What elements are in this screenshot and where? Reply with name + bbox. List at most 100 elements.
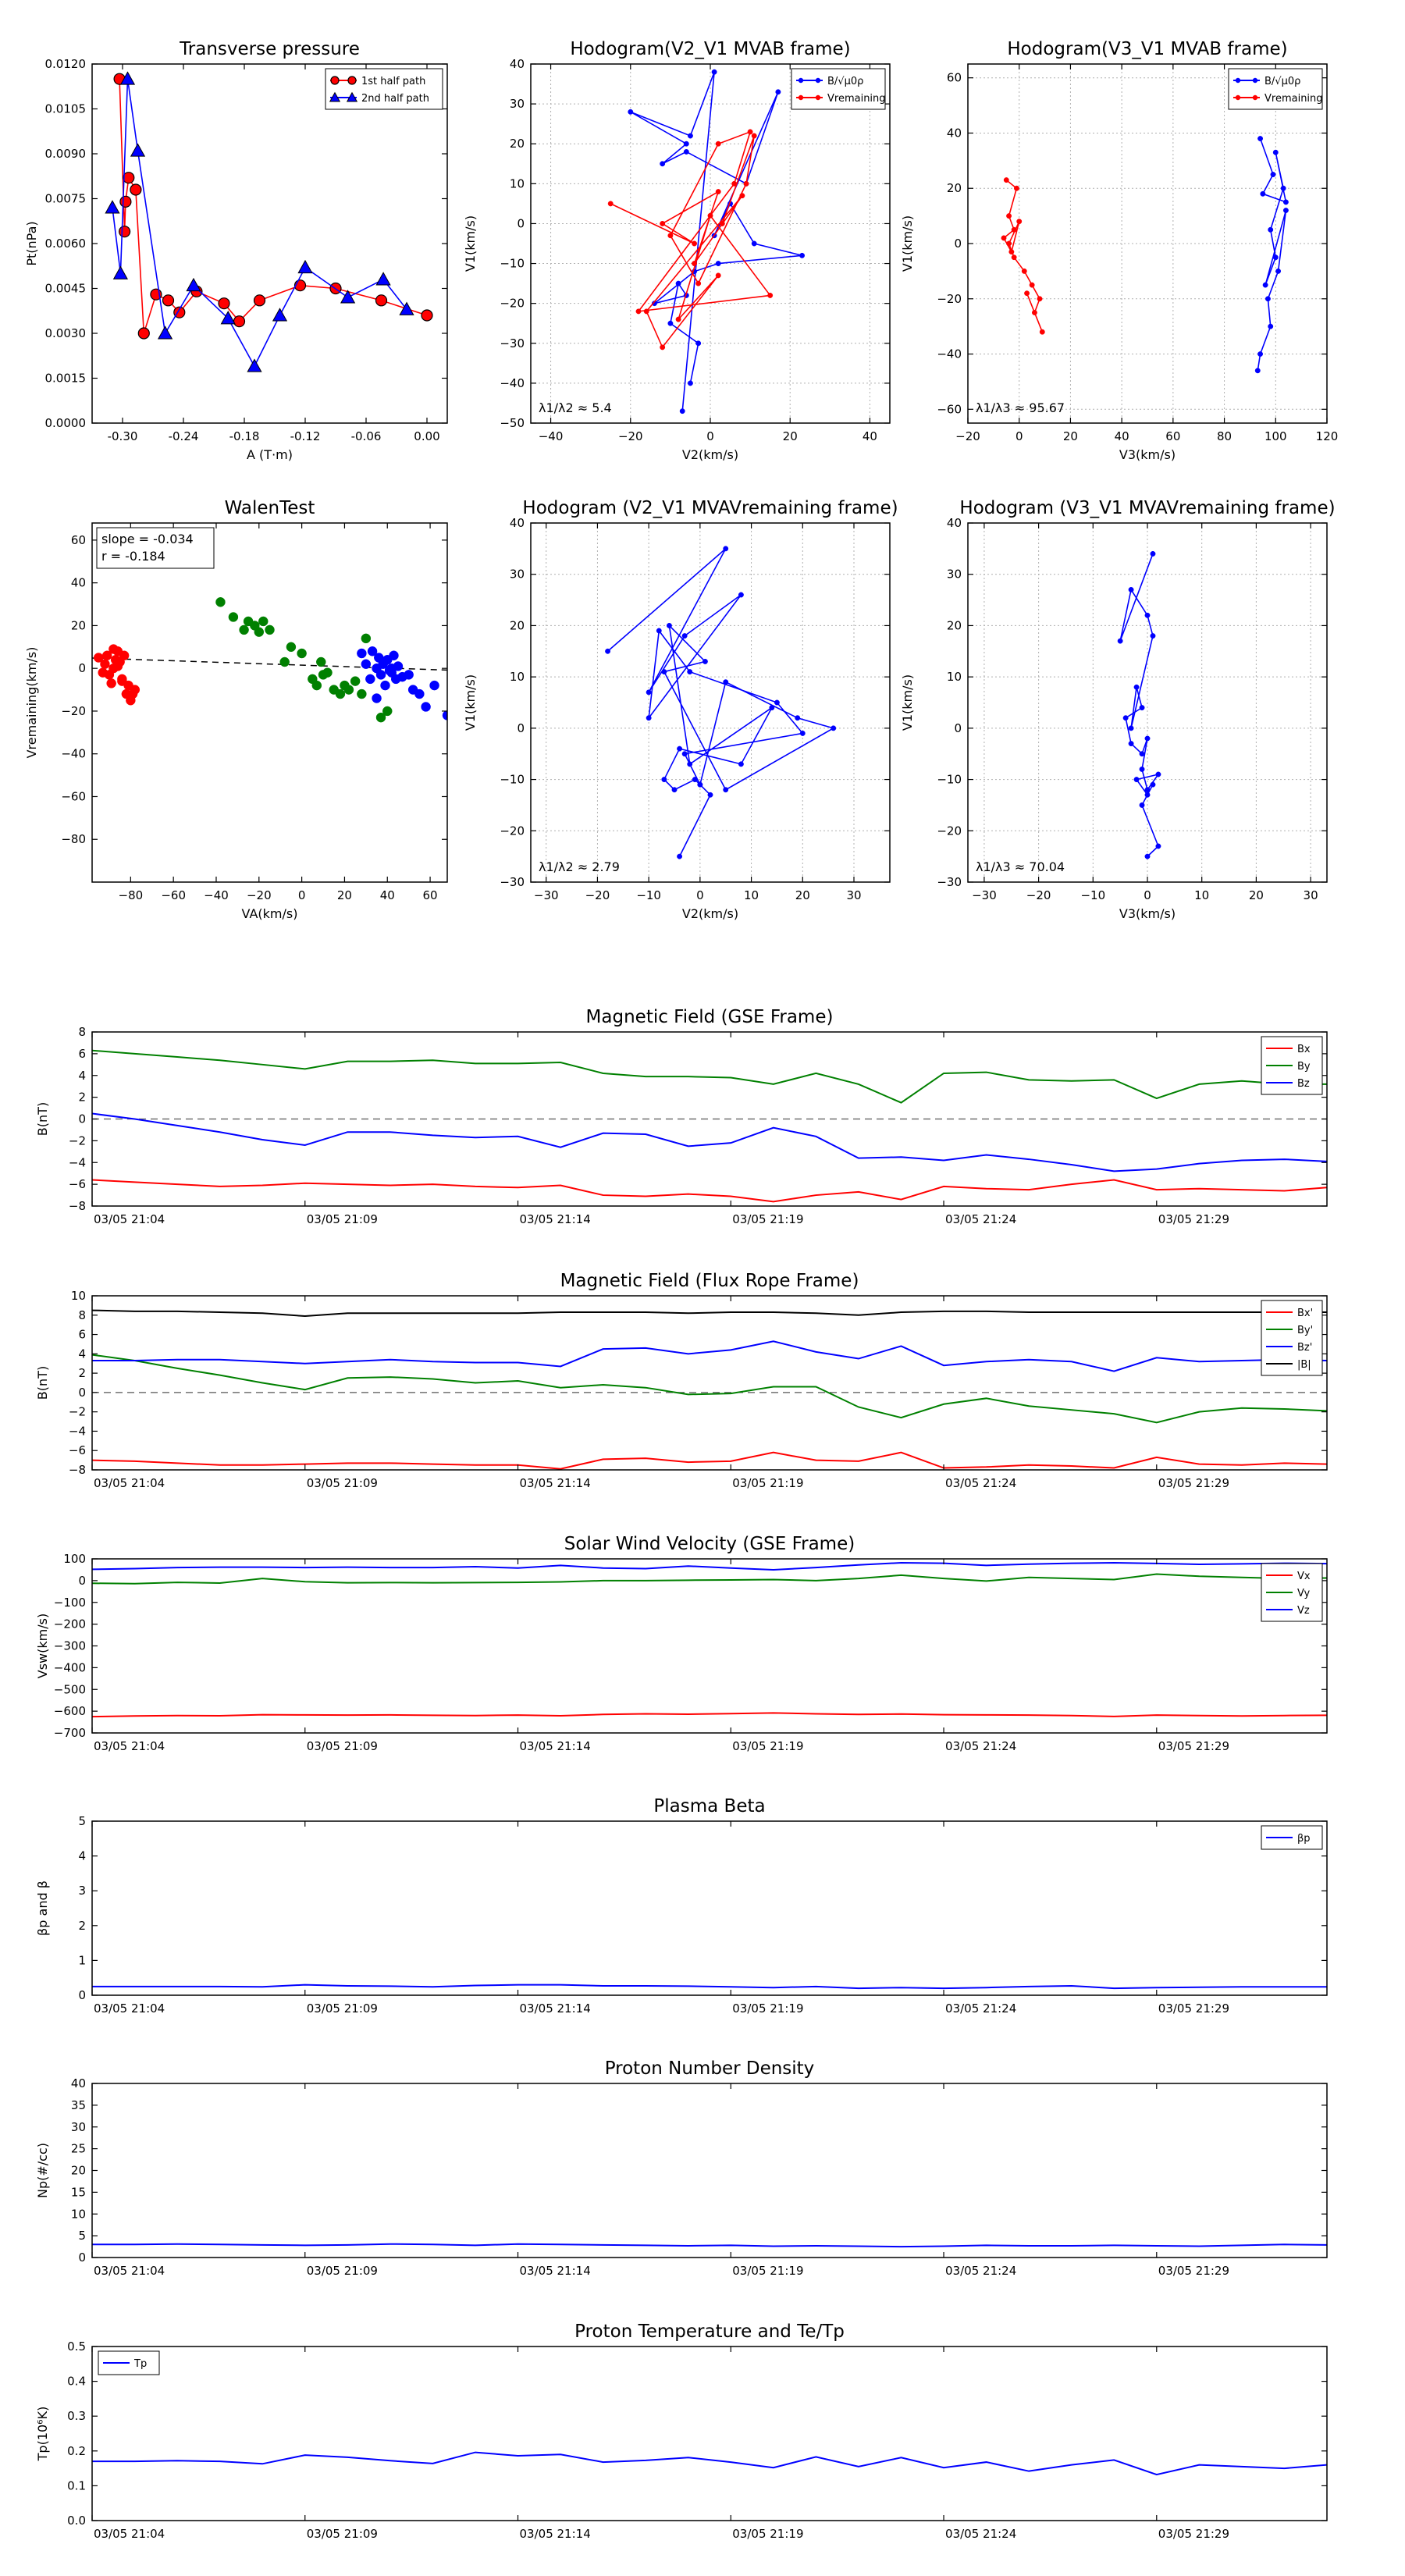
x-tick-label: 03/05 21:14 bbox=[520, 2264, 591, 2278]
chart-title: WalenTest bbox=[225, 498, 315, 518]
y-tick-label: −400 bbox=[54, 1660, 86, 1674]
y-tick-label: 1 bbox=[78, 1953, 86, 1967]
y-tick-label: 100 bbox=[63, 1552, 86, 1566]
x-tick-label: −10 bbox=[1080, 888, 1105, 902]
plot-frame bbox=[91, 2083, 1328, 2258]
chart-title: Hodogram (V3_V1 MVAVremaining frame) bbox=[959, 498, 1335, 518]
data-point bbox=[414, 688, 425, 699]
chart-title: Hodogram(V2_V1 MVAB frame) bbox=[570, 39, 850, 59]
data-point bbox=[661, 669, 667, 675]
data-point bbox=[707, 212, 713, 219]
series-line-0 bbox=[92, 1712, 1327, 1718]
chart-pt: Transverse pressure 0.0000 0.0015 0.0030 0.0… bbox=[24, 39, 448, 462]
y-tick-label: 0 bbox=[78, 1574, 86, 1588]
data-point bbox=[119, 650, 130, 661]
x-tick-label: 0 bbox=[706, 429, 714, 443]
x-tick-label: 03/05 21:14 bbox=[520, 2001, 591, 2016]
data-point bbox=[361, 659, 372, 669]
data-point bbox=[98, 667, 108, 678]
legend-label: βp bbox=[1297, 1833, 1311, 1845]
y-tick-label: 0 bbox=[78, 1112, 86, 1126]
y-tick-label: 0 bbox=[78, 1386, 86, 1400]
data-point bbox=[687, 669, 693, 675]
chart-title: Proton Number Density bbox=[605, 2058, 815, 2079]
data-point bbox=[119, 226, 131, 238]
data-point bbox=[743, 180, 749, 187]
y-tick-label: 0 bbox=[517, 216, 525, 230]
data-point bbox=[239, 624, 249, 635]
data-point bbox=[1128, 725, 1134, 731]
data-point bbox=[715, 141, 721, 147]
y-tick-label: 0.0015 bbox=[45, 372, 87, 386]
data-point bbox=[254, 627, 265, 637]
y-tick-label: −10 bbox=[500, 773, 525, 787]
data-point bbox=[421, 702, 431, 712]
x-tick-label: 03/05 21:24 bbox=[945, 1739, 1016, 1753]
y-tick-label: −30 bbox=[937, 875, 962, 889]
data-point bbox=[719, 220, 725, 226]
x-tick-label: -0.18 bbox=[229, 429, 260, 443]
y-tick-label: 4 bbox=[78, 1347, 86, 1361]
chart-title: Hodogram (V2_V1 MVAVremaining frame) bbox=[522, 498, 898, 518]
y-axis-label: Pt(nPa) bbox=[24, 221, 39, 265]
data-point bbox=[137, 327, 150, 340]
chart-bgse: Magnetic Field (GSE Frame) −8 −6 −4 −2 0 2 4 6 8 0… bbox=[35, 1007, 1328, 1226]
data-point bbox=[311, 680, 322, 691]
x-tick-label: 03/05 21:09 bbox=[307, 1476, 378, 1490]
data-point bbox=[233, 315, 246, 328]
legend-label: Bx bbox=[1297, 1044, 1311, 1055]
data-layer bbox=[92, 1309, 1327, 1470]
x-axis-label: V3(km/s) bbox=[1119, 447, 1176, 462]
data-point bbox=[186, 277, 201, 292]
y-tick-label: −2 bbox=[69, 1405, 86, 1419]
chart-vsw: Solar Wind Velocity (GSE Frame) −700 −600 −… bbox=[35, 1534, 1328, 1753]
x-tick-label: 03/05 21:14 bbox=[520, 1212, 591, 1226]
data-point bbox=[715, 272, 721, 279]
y-tick-label: 40 bbox=[947, 516, 962, 530]
y-tick-label: 35 bbox=[71, 2098, 86, 2112]
data-point bbox=[692, 261, 698, 267]
data-point bbox=[751, 133, 757, 139]
y-tick-label: 0.0000 bbox=[45, 416, 87, 430]
data-point bbox=[747, 129, 753, 135]
data-point bbox=[1150, 550, 1156, 557]
data-layer bbox=[92, 1049, 1327, 1203]
data-point bbox=[1144, 612, 1151, 618]
y-tick-label: 5 bbox=[78, 1814, 86, 1828]
y-tick-label: 15 bbox=[71, 2185, 86, 2199]
series-line-0 bbox=[92, 1179, 1327, 1203]
y-axis-label: V1(km/s) bbox=[463, 215, 478, 272]
data-point bbox=[1008, 249, 1015, 255]
data-point bbox=[1029, 282, 1035, 288]
data-point bbox=[739, 193, 745, 199]
data-point bbox=[357, 648, 367, 659]
y-axis-label: V1(km/s) bbox=[463, 674, 478, 731]
x-tick-label: 03/05 21:09 bbox=[307, 1212, 378, 1226]
data-point bbox=[258, 616, 269, 627]
y-tick-label: 20 bbox=[71, 2164, 86, 2178]
data-point bbox=[715, 189, 721, 195]
data-point bbox=[643, 308, 649, 315]
x-tick-label: 03/05 21:14 bbox=[520, 1476, 591, 1490]
legend-marker bbox=[347, 76, 357, 85]
x-tick-label: 03/05 21:29 bbox=[1158, 2264, 1229, 2278]
legend-label: Bx' bbox=[1297, 1308, 1313, 1319]
series-line-0 bbox=[607, 548, 835, 857]
legend-marker bbox=[1252, 77, 1258, 84]
data-point bbox=[1282, 199, 1289, 205]
x-axis-label: V2(km/s) bbox=[682, 447, 738, 462]
x-tick-label: 20 bbox=[783, 429, 798, 443]
x-tick-label: 03/05 21:29 bbox=[1158, 2001, 1229, 2016]
data-point bbox=[108, 644, 119, 654]
x-tick-label: 03/05 21:14 bbox=[520, 2527, 591, 2541]
data-point bbox=[322, 667, 333, 678]
data-point bbox=[1257, 351, 1264, 357]
x-tick-label: −60 bbox=[161, 888, 186, 902]
legend-box bbox=[1228, 68, 1323, 110]
data-point bbox=[100, 659, 110, 669]
x-tick-label: −20 bbox=[585, 888, 610, 902]
legend-marker bbox=[1252, 94, 1258, 101]
data-point bbox=[1006, 240, 1012, 247]
x-tick-label: −20 bbox=[247, 888, 272, 902]
plot-frame bbox=[91, 1820, 1328, 1996]
